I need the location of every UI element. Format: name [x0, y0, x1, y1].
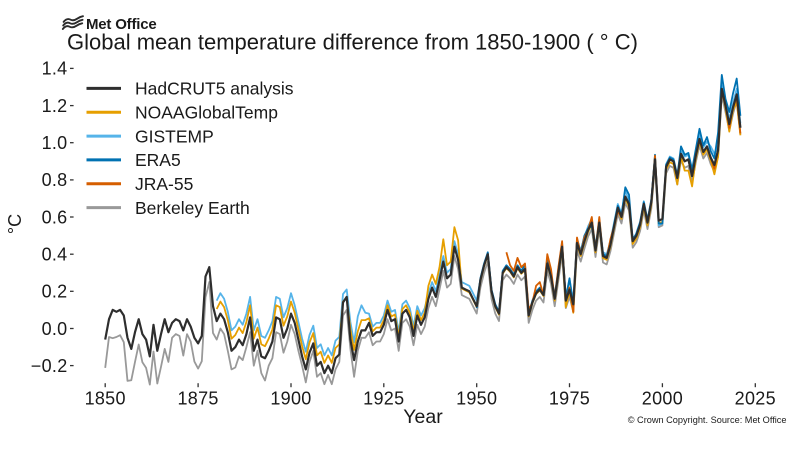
- svg-text:°C: °C: [5, 214, 25, 234]
- svg-text:NOAAGlobalTemp: NOAAGlobalTemp: [135, 103, 278, 123]
- svg-text:2000: 2000: [642, 389, 683, 409]
- svg-text:HadCRUT5 analysis: HadCRUT5 analysis: [135, 79, 294, 99]
- svg-text:JRA-55: JRA-55: [135, 174, 193, 194]
- svg-text:© Crown Copyright. Source: Met: © Crown Copyright. Source: Met Office: [628, 415, 787, 425]
- svg-text:1.2: 1.2: [42, 96, 68, 116]
- svg-text:0.0: 0.0: [42, 319, 68, 339]
- svg-text:ERA5: ERA5: [135, 150, 181, 170]
- svg-text:Berkeley Earth: Berkeley Earth: [135, 198, 250, 218]
- svg-text:1.0: 1.0: [42, 133, 68, 153]
- svg-text:GISTEMP: GISTEMP: [135, 126, 214, 146]
- svg-text:Year: Year: [403, 406, 443, 428]
- svg-text:0.6: 0.6: [42, 207, 68, 227]
- svg-text:1850: 1850: [85, 389, 126, 409]
- svg-text:1925: 1925: [363, 389, 404, 409]
- svg-text:Global mean temperature differ: Global mean temperature difference from …: [67, 30, 638, 55]
- svg-text:0.2: 0.2: [42, 282, 68, 302]
- svg-text:1950: 1950: [456, 389, 497, 409]
- svg-text:−0.2: −0.2: [31, 356, 68, 376]
- svg-text:0.4: 0.4: [42, 245, 68, 265]
- svg-text:Met Office: Met Office: [86, 16, 157, 33]
- svg-text:1875: 1875: [177, 389, 218, 409]
- svg-text:0.8: 0.8: [42, 170, 68, 190]
- svg-text:1.4: 1.4: [42, 59, 68, 79]
- svg-text:2025: 2025: [735, 389, 776, 409]
- svg-text:1975: 1975: [549, 389, 590, 409]
- svg-text:1900: 1900: [270, 389, 311, 409]
